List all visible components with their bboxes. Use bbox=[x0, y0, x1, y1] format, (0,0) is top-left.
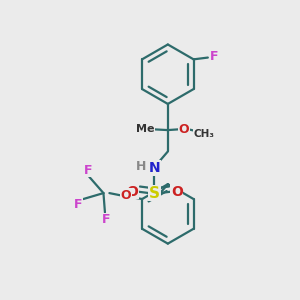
Text: O: O bbox=[120, 189, 131, 202]
Text: F: F bbox=[209, 50, 218, 64]
Text: F: F bbox=[74, 198, 82, 211]
Text: H: H bbox=[136, 160, 146, 173]
Text: O: O bbox=[179, 123, 190, 136]
Text: F: F bbox=[102, 213, 111, 226]
Text: S: S bbox=[149, 186, 160, 201]
Text: F: F bbox=[83, 164, 92, 177]
Text: N: N bbox=[148, 161, 160, 175]
Text: O: O bbox=[171, 184, 183, 199]
Text: O: O bbox=[126, 184, 138, 199]
Text: CH₃: CH₃ bbox=[194, 129, 214, 139]
Text: Me: Me bbox=[136, 124, 154, 134]
